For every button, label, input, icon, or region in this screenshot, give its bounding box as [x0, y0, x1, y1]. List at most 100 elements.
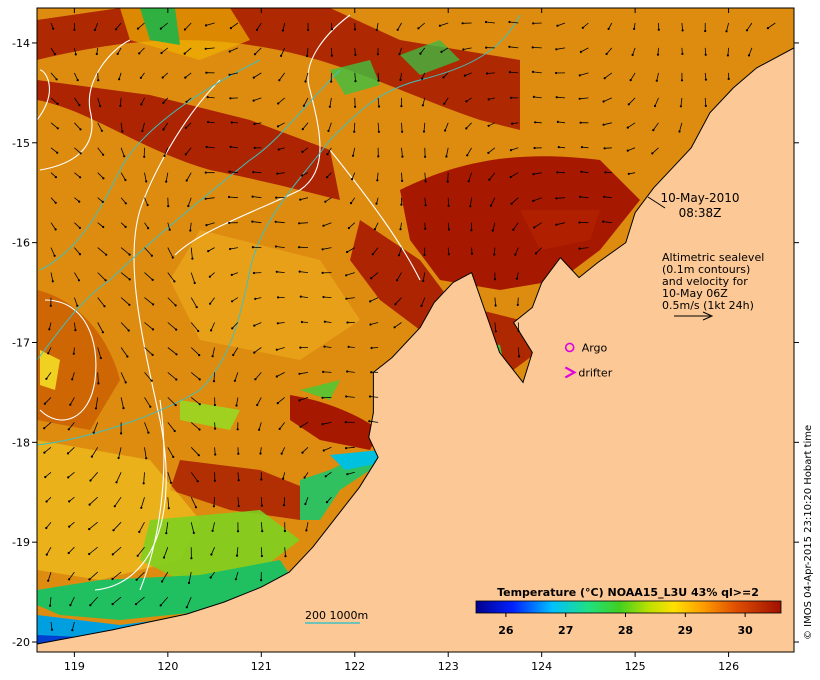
velocity-arrow-tip	[373, 228, 376, 231]
x-tick-label: 125	[625, 660, 646, 673]
velocity-arrow-icon	[514, 247, 519, 255]
velocity-arrow-tip	[393, 326, 396, 329]
velocity-arrow-icon	[167, 397, 176, 406]
velocity-arrow-tip	[276, 402, 279, 405]
velocity-arrow-icon	[46, 372, 52, 380]
velocity-arrow-icon	[494, 322, 497, 332]
velocity-arrow-tip	[140, 103, 143, 106]
drifter-marker: drifter	[564, 366, 613, 379]
velocity-arrow-icon	[190, 522, 195, 533]
velocity-arrow-icon	[89, 571, 98, 580]
velocity-arrow-icon	[144, 372, 153, 381]
velocity-arrow-tip	[534, 252, 538, 255]
velocity-arrow-tip	[88, 528, 91, 531]
velocity-arrow-icon	[50, 222, 56, 230]
y-tick-label: -15	[12, 137, 30, 150]
velocity-arrow-tip	[161, 580, 164, 583]
velocity-arrow-tip	[298, 399, 301, 402]
velocity-arrow-tip	[228, 221, 231, 224]
velocity-arrow-tip	[679, 105, 683, 108]
velocity-arrow-tip	[766, 27, 770, 30]
velocity-arrow-icon	[276, 347, 285, 351]
velocity-arrow-tip	[487, 124, 490, 127]
velocity-arrow-tip	[78, 104, 81, 107]
velocity-arrow-tip	[114, 28, 118, 31]
velocity-arrow-tip	[510, 202, 513, 205]
velocity-arrow-icon	[254, 322, 262, 326]
velocity-arrow-tip	[376, 53, 379, 56]
velocity-arrow-tip	[139, 76, 142, 79]
velocity-arrow-tip	[681, 52, 684, 56]
velocity-arrow-icon	[510, 172, 519, 178]
velocity-arrow-tip	[128, 278, 131, 281]
velocity-arrow-tip	[260, 554, 263, 558]
velocity-arrow-tip	[396, 28, 399, 31]
velocity-arrow-icon	[144, 297, 154, 305]
velocity-arrow-icon	[748, 47, 753, 56]
velocity-arrow-tip	[90, 455, 93, 458]
velocity-arrow-tip	[463, 74, 466, 77]
velocity-arrow-tip	[134, 603, 138, 606]
velocity-arrow-tip	[509, 149, 513, 152]
velocity-arrow-icon	[91, 447, 99, 457]
velocity-arrow-tip	[627, 103, 630, 106]
velocity-arrow-tip	[145, 457, 148, 460]
velocity-arrow-icon	[185, 122, 192, 129]
velocity-arrow-icon	[299, 397, 309, 401]
velocity-arrow-tip	[43, 451, 46, 454]
velocity-arrow-icon	[161, 47, 169, 54]
velocity-arrow-icon	[557, 22, 566, 27]
velocity-arrow-tip	[375, 202, 378, 205]
velocity-arrow-tip	[557, 146, 560, 149]
velocity-arrow-tip	[398, 53, 401, 56]
velocity-arrow-tip	[486, 72, 489, 75]
velocity-arrow-tip	[370, 277, 373, 280]
velocity-arrow-tip	[95, 52, 98, 56]
velocity-arrow-icon	[144, 347, 153, 356]
velocity-arrow-icon	[604, 147, 612, 149]
velocity-arrow-icon	[47, 571, 52, 581]
velocity-arrow-icon	[423, 122, 426, 132]
velocity-arrow-tip	[195, 306, 198, 309]
velocity-arrow-tip	[173, 429, 176, 433]
velocity-arrow-icon	[278, 72, 286, 81]
x-tick-label: 122	[344, 660, 365, 673]
velocity-arrow-tip	[206, 120, 210, 124]
velocity-arrow-tip	[236, 530, 240, 533]
velocity-arrow-tip	[228, 170, 231, 173]
velocity-arrow-tip	[556, 24, 559, 27]
velocity-arrow-tip	[204, 197, 207, 200]
velocity-arrow-tip	[116, 52, 119, 56]
velocity-arrow-icon	[236, 547, 239, 556]
velocity-arrow-icon	[654, 97, 659, 107]
velocity-arrow-icon	[97, 72, 99, 81]
velocity-arrow-tip	[54, 201, 57, 204]
velocity-arrow-tip	[278, 79, 281, 82]
velocity-arrow-icon	[306, 522, 309, 531]
date-pointer	[647, 196, 666, 209]
velocity-arrow-icon	[351, 172, 356, 180]
velocity-arrow-tip	[322, 370, 325, 373]
velocity-arrow-icon	[167, 247, 174, 258]
velocity-arrow-tip	[190, 557, 193, 560]
velocity-arrow-tip	[323, 320, 326, 323]
velocity-arrow-icon	[142, 122, 145, 132]
velocity-arrow-icon	[67, 471, 75, 478]
velocity-arrow-tip	[298, 222, 301, 225]
velocity-arrow-tip	[213, 479, 216, 482]
velocity-arrow-tip	[135, 578, 138, 581]
velocity-arrow-tip	[330, 28, 334, 31]
velocity-arrow-icon	[120, 297, 130, 306]
velocity-arrow-tip	[581, 26, 584, 29]
velocity-arrow-tip	[400, 203, 403, 206]
velocity-arrow-tip	[345, 274, 348, 277]
velocity-arrow-tip	[351, 154, 355, 157]
velocity-arrow-icon	[630, 72, 636, 81]
velocity-arrow-tip	[47, 579, 50, 582]
velocity-arrow-tip	[421, 104, 424, 107]
velocity-arrow-icon	[120, 397, 124, 409]
velocity-arrow-icon	[209, 297, 215, 304]
velocity-arrow-tip	[228, 73, 231, 76]
velocity-arrow-tip	[284, 555, 287, 558]
velocity-arrow-icon	[97, 322, 104, 333]
